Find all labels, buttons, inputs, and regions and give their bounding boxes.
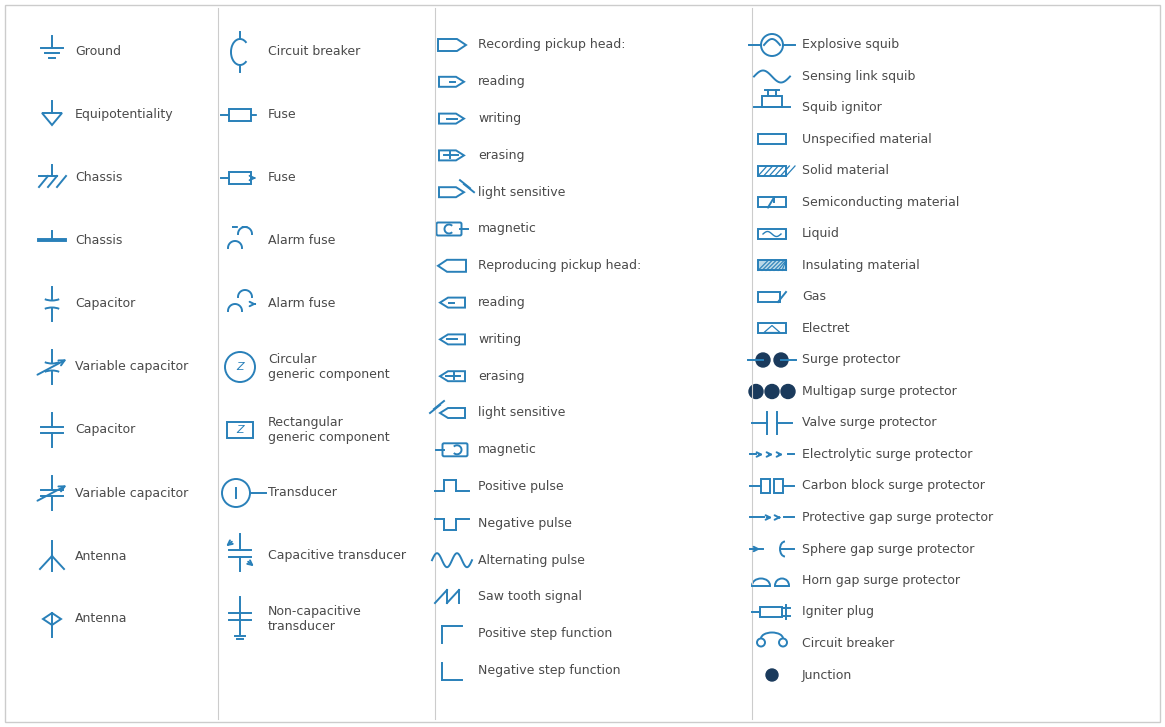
- Text: Circuit breaker: Circuit breaker: [268, 46, 360, 58]
- Text: erasing: erasing: [478, 370, 524, 382]
- Text: Capacitor: Capacitor: [75, 297, 135, 310]
- Text: Solid material: Solid material: [802, 164, 889, 177]
- Text: Non-capacitive
transducer: Non-capacitive transducer: [268, 605, 362, 633]
- Text: Negative pulse: Negative pulse: [478, 517, 572, 530]
- Text: Negative step function: Negative step function: [478, 664, 621, 677]
- Text: Variable capacitor: Variable capacitor: [75, 361, 189, 374]
- Circle shape: [749, 385, 763, 398]
- Text: Reproducing pickup head:: Reproducing pickup head:: [478, 260, 641, 273]
- Text: Capacitive transducer: Capacitive transducer: [268, 550, 405, 563]
- Text: Transducer: Transducer: [268, 486, 337, 499]
- Text: Chassis: Chassis: [75, 172, 122, 185]
- Text: Sphere gap surge protector: Sphere gap surge protector: [802, 542, 974, 555]
- Circle shape: [765, 385, 779, 398]
- Text: Gas: Gas: [802, 291, 826, 303]
- Text: Semiconducting material: Semiconducting material: [802, 196, 959, 209]
- Text: Liquid: Liquid: [802, 228, 840, 241]
- Text: Variable capacitor: Variable capacitor: [75, 486, 189, 499]
- Text: Alternating pulse: Alternating pulse: [478, 554, 585, 567]
- Text: Capacitor: Capacitor: [75, 424, 135, 436]
- Text: Insulating material: Insulating material: [802, 259, 919, 272]
- Text: Explosive squib: Explosive squib: [802, 39, 899, 52]
- Circle shape: [756, 353, 770, 367]
- Text: Electrolytic surge protector: Electrolytic surge protector: [802, 448, 973, 461]
- Text: Positive step function: Positive step function: [478, 627, 613, 640]
- Text: writing: writing: [478, 333, 521, 346]
- Text: Alarm fuse: Alarm fuse: [268, 297, 336, 310]
- FancyBboxPatch shape: [758, 260, 786, 270]
- Text: Electret: Electret: [802, 322, 850, 335]
- Text: Carbon block surge protector: Carbon block surge protector: [802, 480, 984, 492]
- Text: Sensing link squib: Sensing link squib: [802, 70, 916, 83]
- Text: writing: writing: [478, 112, 521, 125]
- Text: Antenna: Antenna: [75, 550, 127, 563]
- Text: Recording pickup head:: Recording pickup head:: [478, 39, 626, 52]
- Text: Junction: Junction: [802, 669, 853, 681]
- Text: Equipotentiality: Equipotentiality: [75, 108, 174, 121]
- Text: Protective gap surge protector: Protective gap surge protector: [802, 511, 993, 524]
- Text: Z: Z: [236, 362, 243, 372]
- Text: Squib ignitor: Squib ignitor: [802, 102, 882, 114]
- Text: Unspecified material: Unspecified material: [802, 133, 932, 146]
- Text: magnetic: magnetic: [478, 222, 537, 236]
- Circle shape: [781, 385, 795, 398]
- Text: Saw tooth signal: Saw tooth signal: [478, 590, 582, 603]
- Text: Surge protector: Surge protector: [802, 353, 901, 366]
- Text: reading: reading: [478, 296, 525, 309]
- Text: reading: reading: [478, 76, 525, 88]
- Circle shape: [774, 353, 788, 367]
- Text: Multigap surge protector: Multigap surge protector: [802, 385, 956, 398]
- Text: Antenna: Antenna: [75, 613, 127, 625]
- Text: Horn gap surge protector: Horn gap surge protector: [802, 574, 960, 587]
- Text: Valve surge protector: Valve surge protector: [802, 417, 937, 430]
- Text: Fuse: Fuse: [268, 108, 297, 121]
- Text: Ground: Ground: [75, 46, 121, 58]
- Text: Chassis: Chassis: [75, 235, 122, 247]
- Text: Igniter plug: Igniter plug: [802, 606, 874, 619]
- Text: light sensitive: light sensitive: [478, 185, 565, 198]
- Text: Fuse: Fuse: [268, 172, 297, 185]
- Text: Circular
generic component: Circular generic component: [268, 353, 389, 381]
- Text: Positive pulse: Positive pulse: [478, 480, 564, 493]
- Text: Z: Z: [236, 425, 243, 435]
- Text: erasing: erasing: [478, 149, 524, 162]
- Text: Alarm fuse: Alarm fuse: [268, 235, 336, 247]
- Text: Circuit breaker: Circuit breaker: [802, 637, 895, 650]
- Circle shape: [767, 669, 778, 681]
- Text: light sensitive: light sensitive: [478, 406, 565, 419]
- Text: magnetic: magnetic: [478, 443, 537, 457]
- Text: Rectangular
generic component: Rectangular generic component: [268, 416, 389, 444]
